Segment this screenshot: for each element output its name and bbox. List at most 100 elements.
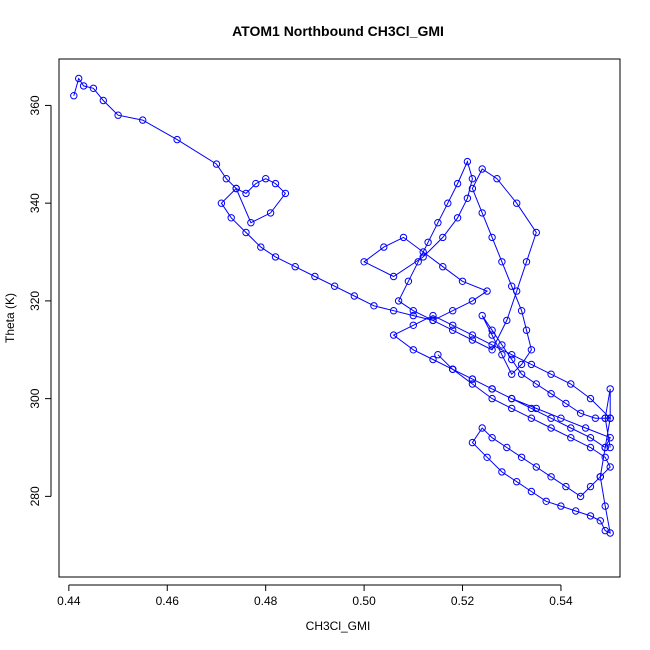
data-point	[547, 473, 555, 481]
data-point	[606, 463, 614, 471]
data-point	[576, 409, 585, 417]
data-point	[498, 468, 506, 476]
data-point	[242, 228, 250, 237]
data-point	[458, 277, 467, 285]
data-point	[468, 175, 477, 183]
plot-frame	[58, 58, 621, 578]
data-point	[503, 443, 511, 452]
data-point	[463, 194, 472, 203]
data-point	[517, 360, 526, 369]
data-point	[429, 316, 437, 325]
data-point	[468, 380, 477, 388]
data-point	[70, 92, 78, 100]
data-point	[606, 443, 614, 452]
data-point	[586, 394, 595, 403]
data-point	[606, 434, 614, 442]
data-point	[468, 331, 477, 339]
data-point	[503, 316, 511, 325]
data-point	[547, 424, 555, 432]
data-point	[424, 238, 432, 247]
data-point	[389, 331, 398, 339]
data-point	[527, 360, 536, 369]
data-point	[508, 351, 516, 359]
data-point	[606, 414, 614, 422]
data-point	[567, 434, 575, 442]
series-line	[73, 77, 612, 534]
data-point	[532, 404, 540, 413]
x-axis-label: CH3Cl_GMI	[306, 619, 371, 633]
data-point	[409, 346, 417, 354]
data-point	[498, 341, 506, 349]
data-point	[370, 302, 378, 310]
data-point	[99, 96, 108, 105]
data-point	[468, 336, 477, 344]
data-point	[488, 341, 496, 349]
data-point	[271, 179, 280, 188]
data-point	[508, 355, 516, 364]
y-tick-label: 320	[28, 291, 42, 311]
data-point	[586, 443, 595, 452]
data-point	[212, 160, 221, 168]
x-tick-label: 0.46	[156, 594, 180, 608]
data-point	[439, 233, 447, 242]
data-point	[517, 370, 526, 378]
x-axis: 0.44 0.46 0.48 0.50 0.52 0.54	[57, 584, 573, 608]
data-point	[508, 282, 516, 290]
data-point	[429, 355, 437, 364]
data-point	[513, 287, 521, 295]
data-point	[522, 258, 531, 266]
data-point	[262, 175, 270, 183]
data-point	[527, 404, 536, 413]
data-point	[222, 175, 231, 183]
data-point	[139, 116, 147, 124]
data-point	[601, 502, 609, 510]
data-point	[532, 463, 540, 471]
data-point	[232, 184, 240, 193]
data-point	[247, 219, 255, 227]
data-point	[419, 253, 427, 261]
data-point	[463, 157, 472, 166]
series-points	[70, 74, 614, 537]
data-point	[389, 272, 398, 281]
data-point	[596, 517, 604, 525]
data-point	[434, 219, 442, 227]
data-point	[483, 287, 491, 295]
data-point	[517, 307, 526, 315]
data-point	[394, 297, 403, 305]
data-point	[89, 84, 98, 93]
data-point	[488, 326, 496, 334]
data-point	[527, 346, 536, 354]
data-point	[242, 189, 250, 198]
data-point	[360, 258, 368, 266]
data-point	[547, 370, 555, 378]
data-point	[266, 209, 275, 217]
data-point	[380, 243, 388, 251]
data-point	[404, 277, 413, 285]
data-point	[330, 282, 339, 290]
data-point	[601, 443, 609, 452]
data-point	[449, 307, 457, 315]
data-point	[508, 394, 516, 403]
data-point	[468, 438, 477, 447]
data-point	[562, 482, 570, 491]
data-point	[468, 184, 477, 193]
x-tick-label: 0.52	[451, 594, 475, 608]
data-point	[572, 507, 580, 515]
x-tick-label: 0.50	[352, 594, 376, 608]
data-point	[453, 179, 462, 188]
data-point	[488, 331, 496, 339]
y-tick-label: 300	[28, 388, 42, 408]
data-point	[508, 404, 516, 413]
data-point	[606, 385, 614, 393]
data-point	[409, 311, 417, 320]
data-point	[173, 135, 181, 144]
data-point	[527, 414, 536, 422]
data-point	[217, 199, 226, 207]
data-point	[350, 292, 358, 300]
data-point	[114, 111, 122, 119]
data-point	[257, 243, 265, 251]
data-point	[601, 453, 609, 461]
data-point	[478, 165, 486, 173]
data-point	[513, 199, 521, 207]
